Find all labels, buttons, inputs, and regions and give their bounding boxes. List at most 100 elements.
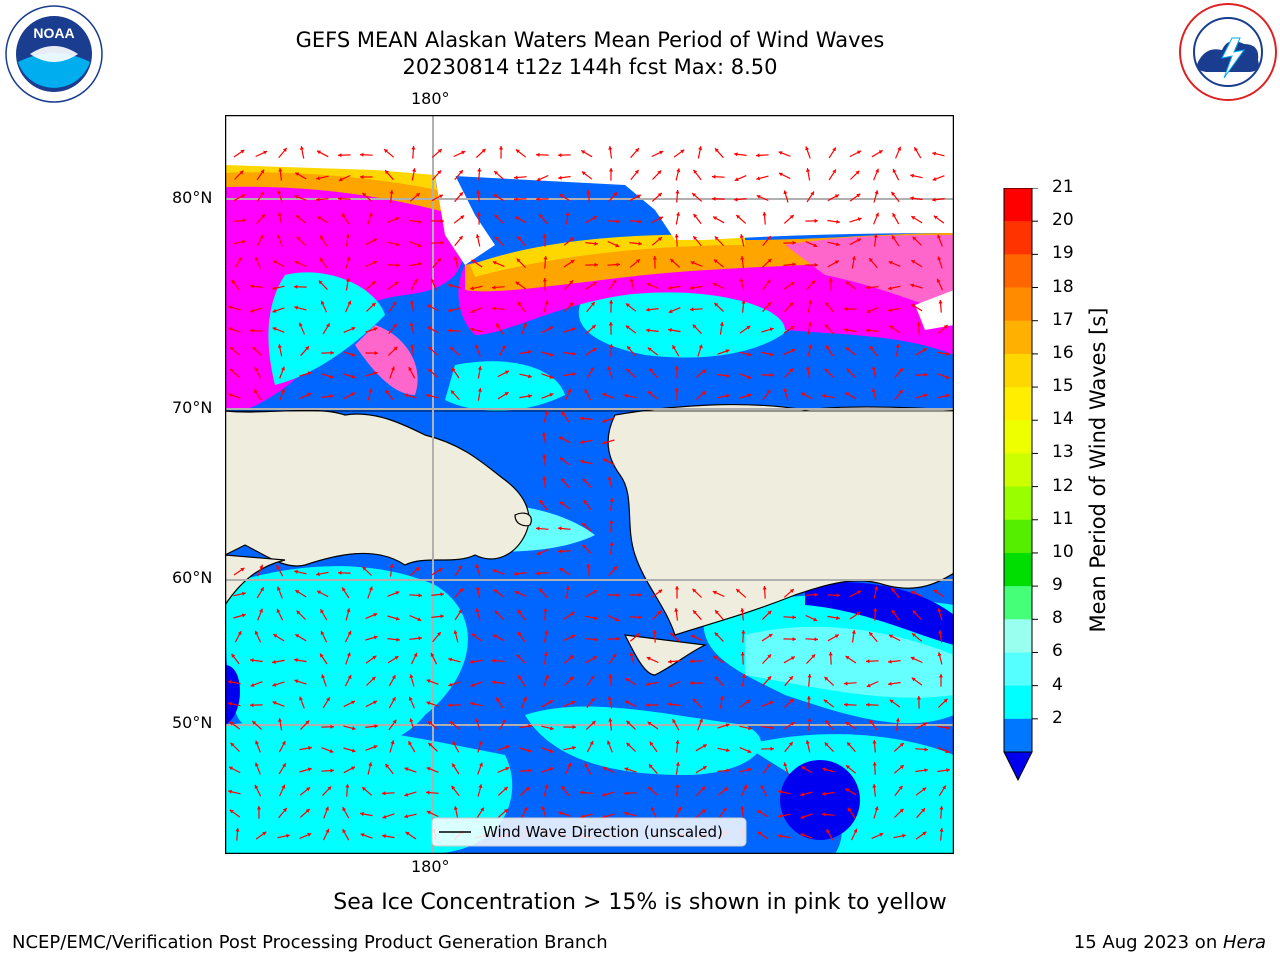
wave-direction-arrowhead (373, 238, 377, 243)
wave-direction-arrowhead (607, 696, 612, 700)
wave-direction-arrowhead (813, 243, 818, 248)
wave-direction-arrowhead (549, 352, 554, 357)
lat-label-60: 60°N (172, 568, 213, 587)
colorbar-segment (1004, 552, 1032, 587)
wave-direction-arrowhead (747, 767, 752, 772)
wave-direction-arrowhead (250, 308, 255, 313)
wave-direction-arrowhead (668, 659, 672, 664)
wave-direction-arrowhead (351, 726, 356, 731)
wave-direction-arrowhead (503, 809, 508, 813)
wave-direction-arrowhead (396, 263, 400, 268)
wave-direction-arrowhead (746, 699, 751, 704)
wave-direction-arrowhead (437, 632, 441, 636)
wave-direction-arrowhead (845, 347, 850, 352)
wave-direction-arrowhead (747, 375, 752, 379)
wave-direction-arrowhead (895, 718, 900, 722)
colorbar-segment (1004, 519, 1032, 554)
wave-direction-arrowhead (739, 278, 744, 282)
wave-direction-arrowhead (847, 807, 852, 812)
wave-direction-arrowhead (609, 498, 614, 502)
wave-direction-arrowhead (668, 285, 672, 290)
wave-direction-arrowhead (789, 215, 794, 219)
wave-direction-arrowhead (394, 656, 399, 660)
wave-direction-arrowhead (592, 348, 597, 352)
wave-direction-arrowhead (450, 390, 455, 395)
wave-direction-arrowhead (229, 766, 233, 771)
wave-direction-arrowhead (410, 344, 415, 348)
wave-direction-arrowhead (789, 302, 794, 307)
wave-direction-arrowhead (778, 151, 783, 155)
wave-direction-arrowhead (847, 742, 851, 747)
wave-direction-arrowhead (539, 214, 543, 219)
wave-direction-arrowhead (740, 806, 745, 810)
wave-direction-arrowhead (581, 150, 586, 154)
wave-direction-arrowhead (316, 176, 320, 181)
wave-direction-arrowhead (612, 653, 617, 658)
wave-direction-arrowhead (699, 718, 703, 723)
wave-direction-arrowhead (866, 702, 870, 707)
wave-direction-arrowhead (572, 745, 576, 750)
wave-direction-arrowhead (296, 610, 301, 615)
wave-direction-arrowhead (231, 279, 236, 284)
wave-direction-arrowhead (295, 215, 300, 220)
wave-direction-arrowhead (439, 194, 443, 199)
colorbar-segment (1004, 320, 1032, 355)
wave-direction-arrowhead (624, 811, 629, 816)
wave-direction-arrowhead (384, 149, 389, 153)
wave-direction-arrowhead (788, 742, 793, 746)
wave-direction-arrowhead (448, 308, 452, 313)
wave-direction-arrowhead (571, 634, 576, 639)
wave-direction-arrowhead (888, 308, 892, 313)
wave-direction-arrowhead (572, 372, 576, 377)
wave-direction-arrowhead (702, 766, 707, 770)
wave-direction-arrowhead (448, 283, 453, 288)
wave-direction-arrowhead (437, 170, 442, 175)
wave-direction-arrowhead (649, 764, 653, 769)
wave-direction-arrowhead (517, 301, 522, 306)
wave-direction-arrowhead (805, 146, 810, 151)
wave-direction-arrowhead (789, 676, 793, 681)
wave-direction-arrowhead (470, 701, 475, 706)
wave-direction-arrowhead (875, 168, 879, 173)
wave-direction-arrowhead (607, 476, 612, 480)
wave-direction-arrowhead (542, 454, 547, 458)
wave-direction-arrowhead (528, 350, 532, 354)
wave-direction-arrowhead (888, 681, 892, 686)
wave-direction-arrowhead (891, 587, 896, 592)
wave-direction-arrowhead (282, 763, 286, 768)
wave-direction-arrowhead (428, 346, 433, 351)
wave-direction-arrowhead (902, 833, 906, 838)
wave-direction-arrowhead (559, 194, 564, 198)
wave-direction-arrowhead (625, 700, 629, 705)
wave-direction-arrowhead (494, 171, 499, 175)
wave-direction-arrowhead (345, 278, 350, 282)
wave-direction-arrowhead (347, 300, 352, 305)
wave-direction-arrowhead (368, 212, 373, 217)
wave-direction-arrowhead (932, 197, 936, 202)
wave-direction-arrowhead (856, 612, 861, 616)
wave-direction-arrowhead (914, 147, 918, 152)
wave-direction-arrowhead (912, 633, 916, 638)
wave-direction-arrowhead (657, 193, 662, 197)
wave-direction-arrowhead (544, 630, 549, 635)
wave-direction-arrowhead (428, 742, 433, 747)
wave-direction-arrowhead (492, 569, 497, 573)
wave-direction-arrowhead (592, 282, 597, 286)
wave-direction-arrowhead (558, 175, 562, 180)
wave-direction-arrowhead (351, 700, 356, 705)
wave-direction-arrowhead (594, 262, 598, 267)
wave-direction-arrowhead (590, 367, 594, 372)
wave-direction-arrowhead (307, 767, 312, 772)
wave-direction-arrowhead (602, 766, 607, 771)
wave-direction-arrowhead (778, 789, 782, 794)
wave-direction-arrowhead (305, 346, 309, 351)
wave-direction-arrowhead (272, 327, 277, 331)
wave-direction-arrowhead (338, 177, 343, 182)
wave-direction-arrowhead (715, 610, 719, 615)
wave-direction-arrowhead (242, 591, 246, 596)
wave-direction-arrowhead (404, 767, 409, 772)
wave-direction-arrowhead (242, 239, 246, 244)
wave-direction-arrowhead (609, 168, 614, 172)
colorbar-segment (1004, 188, 1032, 222)
wave-direction-arrowhead (272, 701, 277, 705)
